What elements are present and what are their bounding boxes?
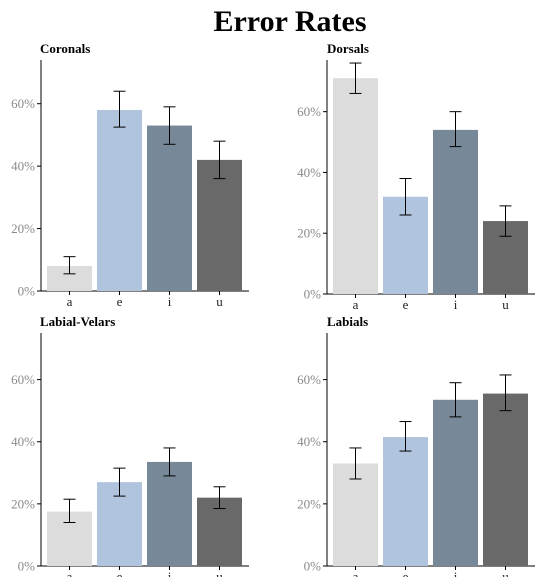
bar-i [433,399,478,566]
panel-title: Dorsals [327,41,369,56]
x-tick-label-u: u [502,569,509,577]
bar-i [433,129,478,294]
bar-a [333,78,378,294]
y-tick-label: 20% [297,226,321,241]
y-tick-label: 40% [297,434,321,449]
bar-u [197,159,242,291]
y-tick-label: 0% [304,559,322,574]
panel-title: Coronals [40,41,90,56]
x-tick-label-u: u [216,569,223,577]
y-tick-label: 60% [11,96,35,111]
bar-i [147,461,192,566]
bar-u [483,393,528,566]
y-tick-label: 0% [18,284,36,299]
x-tick-label-u: u [502,297,509,312]
x-tick-label-e: e [403,297,409,312]
y-tick-label: 0% [304,287,322,302]
panel-dorsals: Dorsals 0% 20% 40% 60% a e i u [297,41,535,312]
panel-title: Labials [327,314,368,329]
y-tick-label: 60% [11,372,35,387]
x-tick-label-a: a [353,297,359,312]
x-tick-label-e: e [403,569,409,577]
bar-e [383,437,428,566]
panel-labial-velars: Labial-Velars 0% 20% 40% 60% a e i u [11,314,249,577]
x-tick-label-i: i [454,569,458,577]
y-tick-label: 20% [11,221,35,236]
y-tick-label: 40% [297,165,321,180]
x-tick-label-e: e [117,294,123,309]
bar-e [97,109,142,291]
y-tick-label: 60% [297,372,321,387]
panel-title: Labial-Velars [40,314,115,329]
bar-u [197,497,242,566]
y-tick-label: 20% [297,496,321,511]
y-tick-label: 0% [18,559,36,574]
figure-title: Error Rates [213,5,366,38]
panel-coronals: Coronals 0% 20% 40% 60% a e i u [11,41,249,309]
bar-a [333,463,378,566]
x-tick-label-a: a [353,569,359,577]
x-tick-label-i: i [168,569,172,577]
panel-labials: Labials 0% 20% 40% 60% a e i u [297,314,535,577]
x-tick-label-i: i [454,297,458,312]
y-tick-label: 60% [297,104,321,119]
bar-i [147,125,192,292]
x-tick-label-u: u [216,294,223,309]
x-tick-label-a: a [67,569,73,577]
x-tick-label-i: i [168,294,172,309]
x-tick-label-e: e [117,569,123,577]
x-tick-label-a: a [67,294,73,309]
y-tick-label: 40% [11,434,35,449]
y-tick-label: 40% [11,159,35,174]
y-tick-label: 20% [11,496,35,511]
